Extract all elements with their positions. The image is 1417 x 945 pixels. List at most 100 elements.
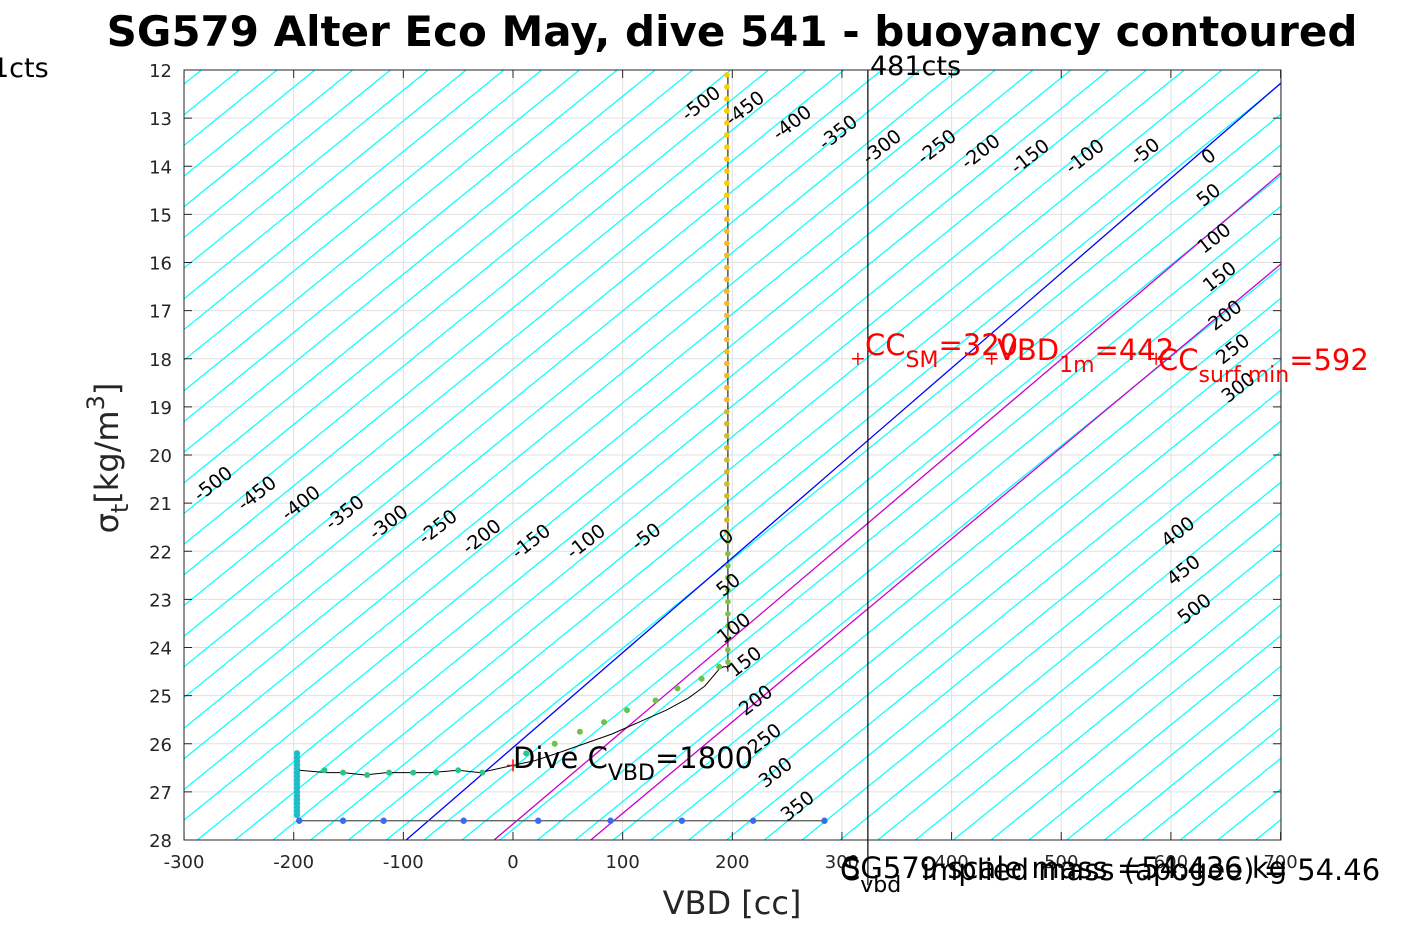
cc-surf-min-annotation: CCsurf min=592 — [1158, 343, 1369, 388]
contour-line — [498, 205, 1281, 840]
green-curve-point — [551, 740, 558, 747]
upcast-point — [724, 252, 730, 259]
contour-label: -250 — [414, 505, 462, 549]
contour-line — [184, 70, 392, 239]
upcast-point — [724, 168, 730, 174]
contour-label: -450 — [233, 472, 281, 516]
contour-line — [0, 0, 556, 930]
upcast-point — [724, 517, 730, 523]
y-label-sigma: σ — [88, 513, 126, 533]
green-curve-point — [479, 769, 486, 776]
upcast-point — [724, 505, 730, 511]
upcast-point — [724, 529, 730, 535]
upcast-point — [724, 336, 730, 343]
upcast-point — [724, 360, 730, 367]
upcast-point — [724, 132, 730, 138]
contour-line — [347, 82, 1281, 840]
upcast-point — [724, 216, 730, 222]
upcast-point — [724, 384, 730, 391]
bottom-point — [380, 817, 387, 824]
upcast-point — [724, 469, 730, 475]
y-tick-label: 28 — [149, 831, 172, 852]
upcast-point — [724, 204, 730, 210]
upcast-point — [724, 180, 730, 186]
contour-label: -500 — [189, 462, 237, 506]
dive-c-vbd-annotation: Dive CVBD=1800 — [513, 741, 753, 786]
y-tick-label: 22 — [149, 542, 172, 563]
contour-line — [990, 604, 1281, 840]
axis-ticks: -300 -200 -100 0 100 200 300 400 500 600 700121314… — [149, 61, 1298, 873]
bottom-point — [678, 817, 686, 824]
green-curve-point — [652, 697, 659, 704]
green-point — [725, 635, 731, 641]
contour-line — [0, 0, 405, 930]
contour-line — [184, 70, 656, 453]
contour-line — [0, 0, 519, 930]
upcast-point — [724, 444, 730, 451]
contour-label: -350 — [814, 111, 862, 155]
upcast-point — [724, 144, 730, 150]
descent-trace-line — [299, 74, 729, 776]
contour-label: -150 — [507, 520, 555, 564]
contour-label: -50 — [1126, 134, 1164, 170]
green-curve-point — [321, 767, 328, 774]
cc-sm-annotation: CCSM=320 — [865, 328, 1018, 373]
green-curve-point — [698, 675, 705, 682]
upcast-point — [724, 408, 730, 415]
upcast-point — [724, 192, 730, 198]
green-curve-point — [433, 769, 440, 776]
contour-line — [1258, 0, 1417, 930]
contour-line — [184, 70, 467, 300]
green-curve-point — [674, 685, 681, 692]
slack-line-1 — [493, 172, 1281, 840]
upcast-point — [724, 481, 730, 487]
x-tick-label: 0 — [507, 852, 518, 873]
green-curve-point — [601, 719, 608, 726]
y-tick-label: 13 — [149, 109, 172, 130]
green-point — [725, 659, 731, 665]
upcast-point — [724, 120, 730, 126]
c-vbd-text: Cvbd — [840, 853, 901, 898]
contour-label: -250 — [913, 125, 961, 169]
contour-label: 100 — [1193, 219, 1235, 259]
contour-line — [184, 70, 430, 269]
contour-label: 100 — [713, 609, 755, 649]
green-point — [725, 611, 731, 617]
x-axis-label: VBD [cc] — [663, 884, 802, 922]
green-point — [725, 562, 731, 569]
contour-line — [1183, 0, 1417, 930]
contour-line — [196, 70, 1148, 840]
contour-line — [801, 450, 1281, 840]
upcast-point — [724, 300, 730, 307]
vbd-1m-annotation: VBD1m=442 — [997, 333, 1174, 378]
contour-line — [385, 113, 1281, 840]
y-tick-label: 27 — [149, 783, 172, 804]
green-point — [725, 538, 731, 545]
contour-label: 50 — [1193, 179, 1226, 211]
contour-line — [1065, 665, 1281, 840]
contour-label: -200 — [957, 130, 1005, 174]
upcast-point — [724, 108, 730, 114]
contour-line — [234, 70, 1186, 840]
green-point — [725, 574, 731, 581]
grid-lines — [183, 70, 1282, 840]
y-label-unit: [kg/m — [88, 410, 126, 503]
bottom-point — [821, 817, 828, 824]
x-tick-label: 200 — [715, 852, 749, 873]
contour-line — [423, 144, 1281, 840]
contour-line — [649, 328, 1281, 840]
upcast-point — [724, 372, 730, 379]
y-tick-label: 25 — [149, 687, 172, 708]
contour-label: 150 — [1199, 257, 1241, 297]
contour-line — [914, 542, 1281, 840]
upcast-point — [724, 348, 730, 355]
y-tick-label: 19 — [149, 398, 172, 419]
contour-label: 150 — [724, 642, 766, 682]
contour-line — [0, 0, 65, 930]
contour-label: -100 — [562, 520, 610, 564]
bottom-point — [339, 817, 347, 824]
contour-line — [184, 70, 203, 85]
